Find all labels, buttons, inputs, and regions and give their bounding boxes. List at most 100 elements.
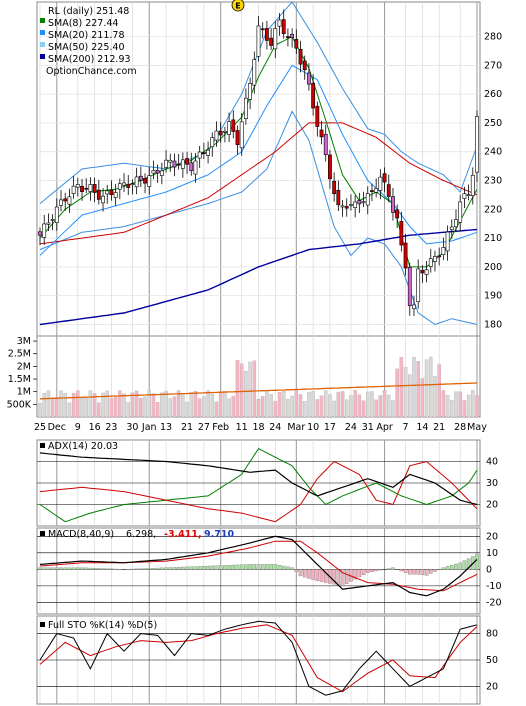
- x-tick-label: 25: [34, 422, 46, 433]
- macd-histogram-bar: [42, 567, 46, 570]
- candle-body: [164, 159, 168, 168]
- candle-body: [441, 247, 446, 256]
- x-tick-label: Mar: [287, 422, 305, 433]
- volume-bar: [214, 401, 219, 418]
- candle-body: [407, 266, 412, 307]
- candle-body: [374, 188, 379, 193]
- volume-bar: [122, 393, 126, 418]
- macd-histogram-bar: [361, 569, 366, 576]
- candle-body: [273, 28, 278, 50]
- candle-body: [336, 189, 341, 206]
- volume-bar: [441, 390, 446, 418]
- candle-body: [243, 97, 248, 119]
- macd-histogram-bar: [420, 569, 425, 576]
- volume-average-line: [39, 382, 478, 400]
- volume-bar: [256, 398, 261, 418]
- macd-histogram-bar: [59, 567, 63, 570]
- macd-histogram-bar: [458, 562, 462, 570]
- legend-sma8: SMA(8) 227.44: [48, 18, 118, 29]
- x-tick-label: 21: [433, 422, 445, 433]
- candle-body: [59, 199, 63, 206]
- macd-histogram-bar: [302, 569, 307, 578]
- candle-body: [466, 194, 471, 196]
- volume-bar: [239, 363, 244, 418]
- macd-histogram-bar: [357, 569, 362, 578]
- volume-bar: [357, 394, 362, 418]
- macd-histogram-bar: [147, 568, 151, 570]
- macd-histogram-bar: [88, 567, 93, 570]
- x-tick-label: 11: [236, 422, 248, 433]
- candle-body: [185, 158, 189, 165]
- candle-body: [420, 269, 425, 274]
- sto-series: [39, 620, 478, 696]
- volume-bar: [143, 396, 147, 418]
- macd-histogram-bar: [454, 563, 458, 570]
- macd-series: [38, 535, 479, 597]
- macd-histogram-bar: [248, 564, 252, 570]
- candle-body: [307, 72, 311, 85]
- sto-header: Full STO %K(14) %D(5): [40, 620, 157, 631]
- volume-bar: [109, 397, 114, 418]
- candle-body: [231, 119, 236, 132]
- candle-body: [298, 49, 303, 65]
- y-tick-label-main: 270: [484, 60, 502, 71]
- volume-bar: [281, 391, 286, 418]
- macd-histogram-bar: [202, 566, 206, 570]
- volume-bar: [471, 390, 475, 418]
- candle-body: [201, 152, 206, 154]
- y-tick-label-sto: 20: [486, 681, 498, 692]
- macd-histogram-bar: [46, 567, 51, 570]
- candle-body: [88, 184, 93, 192]
- volume-bar: [206, 390, 210, 418]
- sto-k-line: [39, 620, 478, 696]
- volume-bar: [139, 398, 143, 418]
- candle-body: [252, 59, 257, 86]
- volume-bar: [395, 368, 399, 418]
- candle-body: [260, 28, 265, 31]
- macd-histogram-bar: [164, 567, 168, 570]
- x-tick-label: 24: [345, 422, 357, 433]
- candle-body: [256, 25, 261, 57]
- candle-body: [382, 173, 387, 183]
- macd-value: 6.298,: [126, 529, 156, 540]
- macd-histogram-bar: [197, 566, 202, 570]
- candle-body: [391, 196, 395, 213]
- candle-body: [395, 209, 400, 219]
- volume-bar: [466, 394, 471, 418]
- volume-bar: [248, 361, 252, 418]
- volume-bar: [311, 391, 315, 418]
- earnings-marker-label: E: [235, 2, 240, 11]
- candle-body: [332, 180, 337, 195]
- volume-bar: [97, 402, 101, 418]
- x-tick-label: 31: [362, 422, 374, 433]
- volume-bar: [336, 391, 341, 418]
- volume-bar: [382, 390, 387, 418]
- candle-body: [424, 269, 429, 275]
- macd-histogram-bar: [311, 569, 315, 580]
- macd-histogram-bar: [344, 569, 349, 584]
- x-tick-label: May: [467, 422, 487, 433]
- candle-body: [323, 133, 328, 156]
- macd-histogram-bar: [450, 565, 454, 570]
- candle-body: [38, 231, 42, 236]
- legend-swatch-sma50: [40, 42, 45, 47]
- bollinger-lower-line: [39, 110, 478, 326]
- volume-bar: [181, 393, 185, 418]
- x-tick-label: 18: [252, 422, 264, 433]
- plus-di-line: [39, 447, 478, 523]
- volume-bar: [315, 399, 320, 418]
- candle-body: [105, 190, 110, 195]
- volume-bar: [101, 392, 105, 418]
- candle-body: [286, 36, 290, 38]
- x-tick-label: 10: [307, 422, 319, 433]
- candle-body: [239, 121, 244, 149]
- macd-histogram-bar: [50, 567, 55, 570]
- y-tick-label-vol: 1.5M: [8, 374, 31, 385]
- macd-histogram-bar: [298, 569, 303, 577]
- candle-body: [222, 130, 227, 133]
- macd-histogram-bar: [340, 569, 345, 587]
- candle-body: [67, 196, 72, 205]
- volume-bar: [302, 401, 307, 418]
- volume-bar: [42, 393, 46, 418]
